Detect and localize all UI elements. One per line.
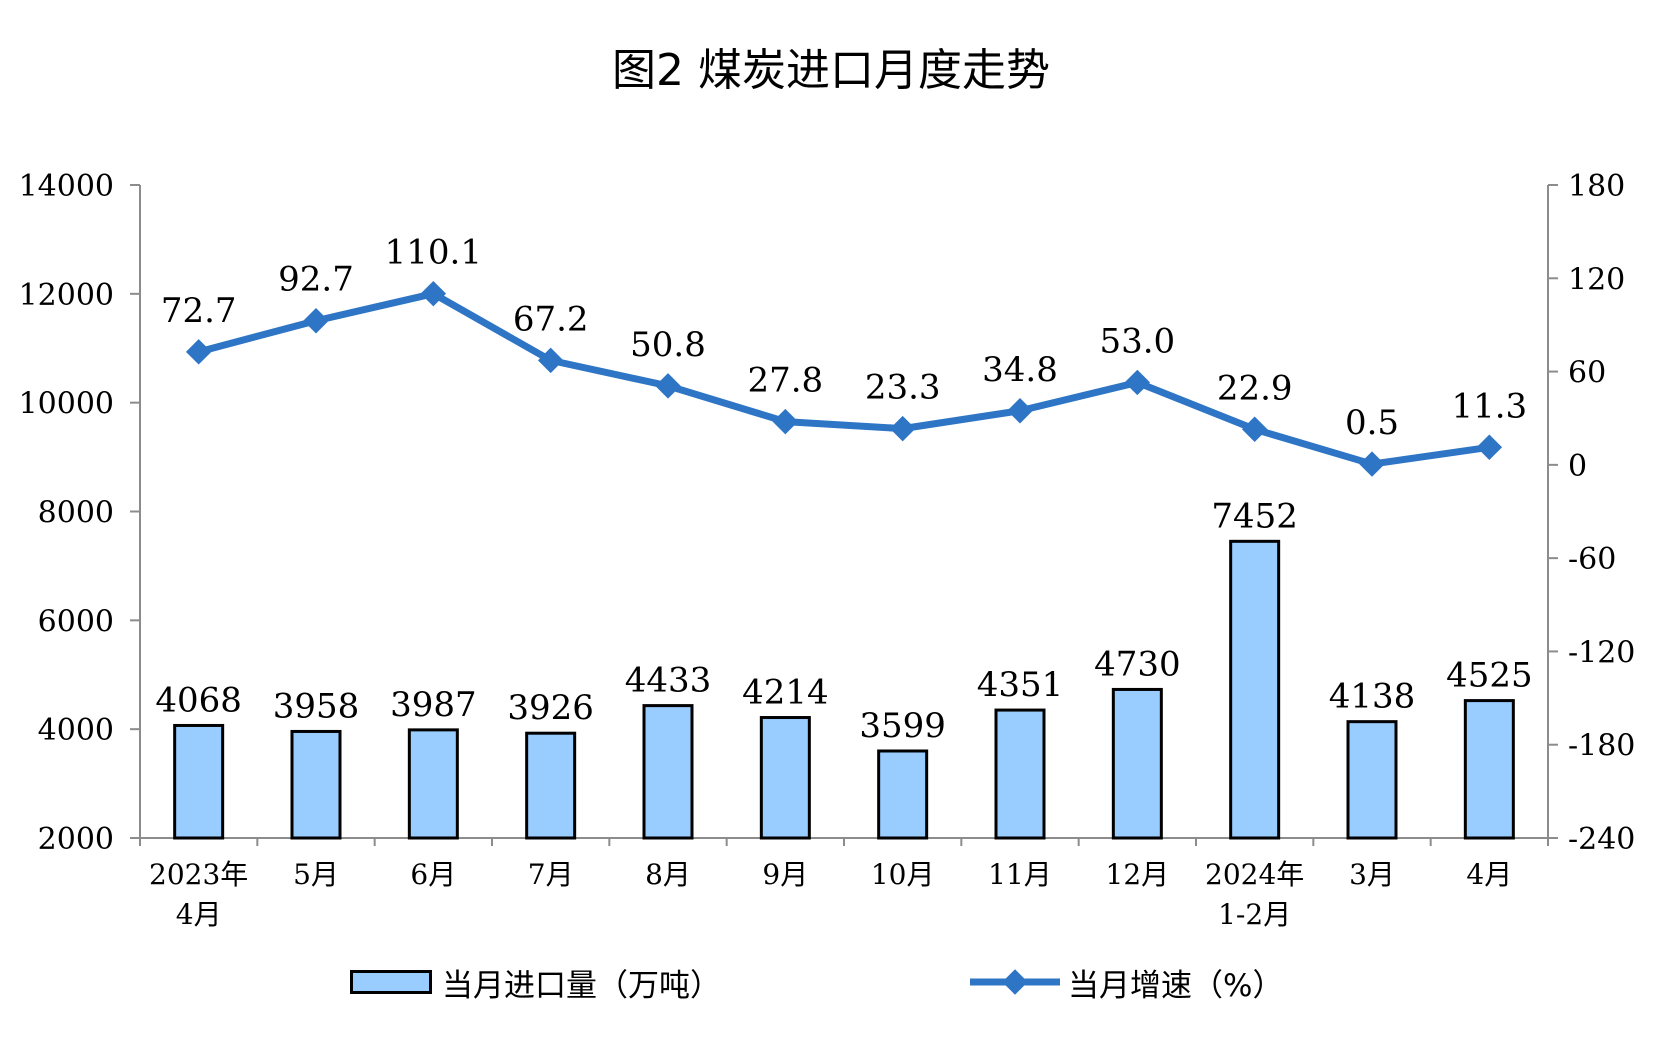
growth-value-label: 23.3: [865, 368, 941, 408]
legend-bar-label: 当月进口量（万吨）: [442, 967, 721, 1004]
x-tick-label: 8月: [645, 858, 691, 891]
bar-value-label: 4351: [977, 665, 1064, 705]
x-tick-label: 10月: [871, 858, 935, 891]
bar: [994, 708, 1046, 840]
growth-point: [1124, 369, 1151, 396]
growth-value-label: 22.9: [1217, 368, 1293, 408]
x-tick-label: 12月: [1106, 858, 1170, 891]
y-right-tick-label: -120: [1568, 635, 1635, 670]
growth-value-label: 92.7: [278, 260, 354, 300]
bar: [173, 723, 225, 840]
growth-value-label: 72.7: [161, 291, 237, 331]
bar: [642, 704, 694, 840]
growth-value-label: 27.8: [747, 361, 823, 401]
x-tick-label: 4月: [176, 898, 222, 931]
x-tick-label: 5月: [293, 858, 339, 891]
growth-point: [1476, 434, 1503, 461]
chart-title: 图2 煤炭进口月度走势: [612, 45, 1050, 96]
legend-bar-swatch: [350, 970, 432, 994]
y-right-tick-label: 120: [1568, 262, 1625, 297]
bar-value-label: 3926: [507, 688, 594, 728]
growth-point: [1007, 398, 1033, 424]
y-right-tick-label: -180: [1568, 729, 1635, 764]
y-right-tick-label: -60: [1568, 542, 1616, 577]
y-left-tick-label: 10000: [19, 387, 114, 422]
y-right-tick-label: -240: [1568, 822, 1635, 857]
growth-value-label: 0.5: [1345, 403, 1399, 443]
y-left-tick-label: 6000: [38, 604, 114, 639]
bar: [877, 749, 929, 840]
y-left-tick-label: 14000: [19, 169, 114, 204]
growth-point: [889, 415, 916, 442]
y-left-tick-label: 4000: [38, 713, 114, 748]
growth-value-label: 67.2: [513, 299, 589, 339]
y-right-tick-label: 0: [1568, 449, 1587, 484]
y-right-tick-label: 60: [1568, 356, 1606, 391]
growth-point: [303, 308, 329, 334]
bar: [1346, 720, 1398, 840]
bar-value-label: 4214: [742, 673, 829, 713]
growth-value-label: 34.8: [982, 350, 1058, 390]
x-tick-label: 6月: [410, 858, 456, 891]
growth-point: [1359, 451, 1385, 477]
bar-value-label: 7452: [1211, 496, 1298, 536]
bar: [1229, 539, 1281, 840]
growth-point: [537, 347, 564, 374]
legend-line-label: 当月增速（%）: [1068, 967, 1284, 1004]
bar-value-label: 3958: [273, 686, 360, 726]
growth-point: [655, 373, 681, 399]
x-tick-label: 4月: [1466, 858, 1512, 891]
x-tick-label: 11月: [988, 858, 1052, 891]
bar-value-label: 4525: [1446, 656, 1533, 696]
x-tick-label: 3月: [1349, 858, 1395, 891]
legend-line: 当月增速（%）: [970, 962, 1284, 1004]
growth-point: [420, 280, 447, 307]
growth-value-label: 50.8: [630, 325, 706, 365]
y-left-tick-label: 12000: [19, 278, 114, 313]
bar: [407, 728, 459, 840]
bar-value-label: 4433: [625, 661, 712, 701]
y-left-tick-label: 8000: [38, 496, 114, 531]
bar-value-label: 3599: [859, 706, 946, 746]
x-tick-label: 1-2月: [1218, 898, 1291, 931]
bar: [1463, 699, 1515, 840]
growth-point: [772, 408, 799, 435]
growth-point: [1241, 416, 1268, 442]
x-tick-label: 7月: [528, 858, 574, 891]
legend-bar: 当月进口量（万吨）: [350, 962, 721, 1004]
y-right-tick-label: 180: [1568, 169, 1625, 204]
legend-line-swatch: [970, 969, 1060, 995]
bar: [290, 729, 342, 840]
growth-point: [185, 339, 212, 365]
growth-line: [197, 290, 1490, 468]
bar-value-label: 3987: [390, 685, 477, 725]
bar: [759, 716, 811, 840]
bar-value-label: 4068: [155, 680, 242, 720]
y-left-tick-label: 2000: [38, 822, 114, 857]
bar-value-label: 4730: [1094, 644, 1181, 684]
growth-value-label: 11.3: [1451, 386, 1527, 426]
growth-value-label: 53.0: [1099, 321, 1175, 361]
bar: [525, 731, 577, 840]
bar: [1111, 687, 1163, 840]
x-tick-label: 2023年: [149, 858, 248, 891]
x-tick-label: 9月: [762, 858, 808, 891]
x-tick-label: 2024年: [1205, 858, 1304, 891]
growth-value-label: 110.1: [385, 233, 482, 273]
bar-value-label: 4138: [1329, 677, 1416, 717]
